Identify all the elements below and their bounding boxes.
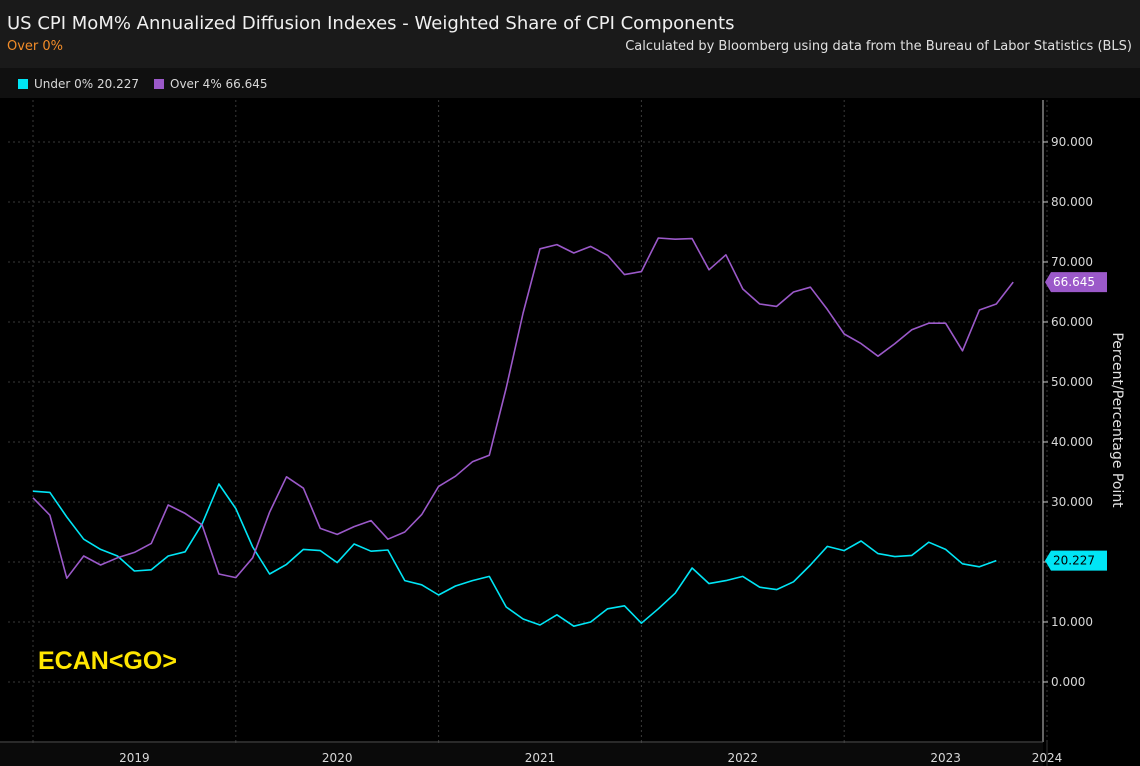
series-line-over-4 [32, 237, 1014, 580]
y-tick-label: 80.000 [1051, 195, 1093, 209]
x-tick-label: 2020 [322, 751, 353, 765]
ecan-watermark: ECAN<GO> [38, 647, 177, 675]
data-source: Calculated by Bloomberg using data from … [625, 39, 1132, 54]
legend-value-under-0: 20.227 [97, 77, 140, 91]
y-tick-label: 0.000 [1051, 675, 1085, 689]
legend-item-over-4[interactable]: Over 4% 66.645 [154, 77, 268, 91]
legend: Under 0% 20.227 Over 4% 66.645 [0, 68, 1140, 98]
y-tick-label: 90.000 [1051, 135, 1093, 149]
x-tick-label: 2019 [119, 751, 150, 765]
legend-swatch-under-0 [18, 79, 28, 89]
chart-grid [8, 100, 1048, 742]
legend-swatch-over-4 [154, 79, 164, 89]
x-axis-band [0, 743, 1043, 766]
y-tick-label: 50.000 [1051, 375, 1093, 389]
chart-subtitle: Over 0% [7, 39, 64, 54]
x-tick-label: 2021 [525, 751, 556, 765]
y-tick-label: 30.000 [1051, 495, 1093, 509]
x-tick-label: 2023 [930, 751, 961, 765]
series-line-under-0 [32, 483, 997, 628]
last-value-callout-under-0 [1045, 550, 1107, 571]
y-axis-label: Percent/Percentage Point [1109, 332, 1125, 508]
y-tick-label: 70.000 [1051, 255, 1093, 269]
y-tick-label: 40.000 [1051, 435, 1093, 449]
legend-label-under-0: Under 0% [34, 77, 94, 91]
last-value-label-over-4: 66.645 [1053, 275, 1095, 289]
chart-series [32, 237, 1014, 628]
y-tick-label: 10.000 [1051, 615, 1093, 629]
chart-title: US CPI MoM% Annualized Diffusion Indexes… [7, 13, 735, 34]
legend-value-over-4: 66.645 [225, 77, 268, 91]
x-tick-label: 2024 [1032, 751, 1063, 765]
last-value-callout-over-4 [1045, 272, 1107, 293]
chart-axes: 0.00010.00020.00030.00040.00050.00060.00… [0, 100, 1093, 766]
x-tick-label: 2022 [728, 751, 759, 765]
legend-item-under-0[interactable]: Under 0% 20.227 [18, 77, 139, 91]
last-value-label-under-0: 20.227 [1053, 554, 1095, 568]
legend-label-over-4: Over 4% [170, 77, 222, 91]
y-tick-label: 60.000 [1051, 315, 1093, 329]
chart-value-labels: 20.227 66.645 [1045, 272, 1107, 571]
chart-header: US CPI MoM% Annualized Diffusion Indexes… [0, 0, 1140, 68]
